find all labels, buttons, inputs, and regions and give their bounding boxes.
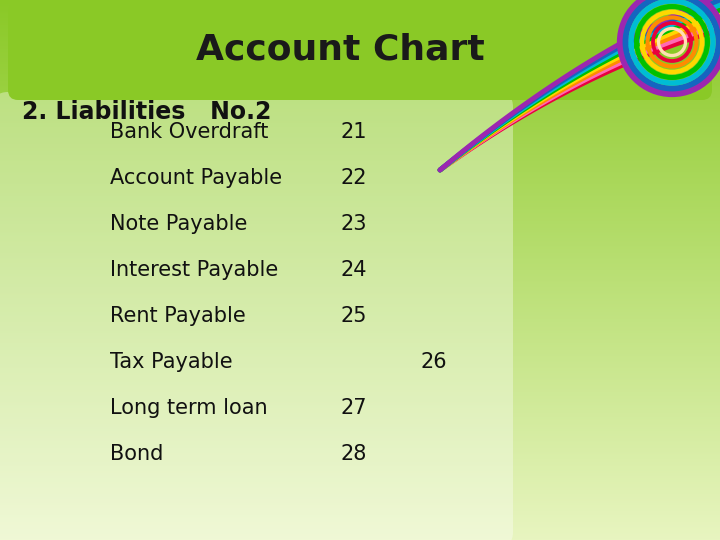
- Text: Note Payable: Note Payable: [110, 214, 248, 234]
- Text: Interest Payable: Interest Payable: [110, 260, 278, 280]
- Text: Bond: Bond: [110, 444, 163, 464]
- Text: Account Chart: Account Chart: [196, 32, 485, 66]
- Text: 2. Liabilities   No.2: 2. Liabilities No.2: [22, 100, 271, 124]
- Text: Long term loan: Long term loan: [110, 398, 268, 418]
- Text: Bank Overdraft: Bank Overdraft: [110, 122, 269, 142]
- Text: 22: 22: [340, 168, 366, 188]
- FancyBboxPatch shape: [8, 2, 712, 100]
- Text: 21: 21: [340, 122, 366, 142]
- Text: 27: 27: [340, 398, 366, 418]
- FancyBboxPatch shape: [0, 92, 513, 540]
- Text: Tax Payable: Tax Payable: [110, 352, 233, 372]
- Text: 25: 25: [340, 306, 366, 326]
- Text: 23: 23: [340, 214, 366, 234]
- Text: 28: 28: [340, 444, 366, 464]
- Text: 26: 26: [420, 352, 446, 372]
- Text: Rent Payable: Rent Payable: [110, 306, 246, 326]
- Text: Account Payable: Account Payable: [110, 168, 282, 188]
- Text: 24: 24: [340, 260, 366, 280]
